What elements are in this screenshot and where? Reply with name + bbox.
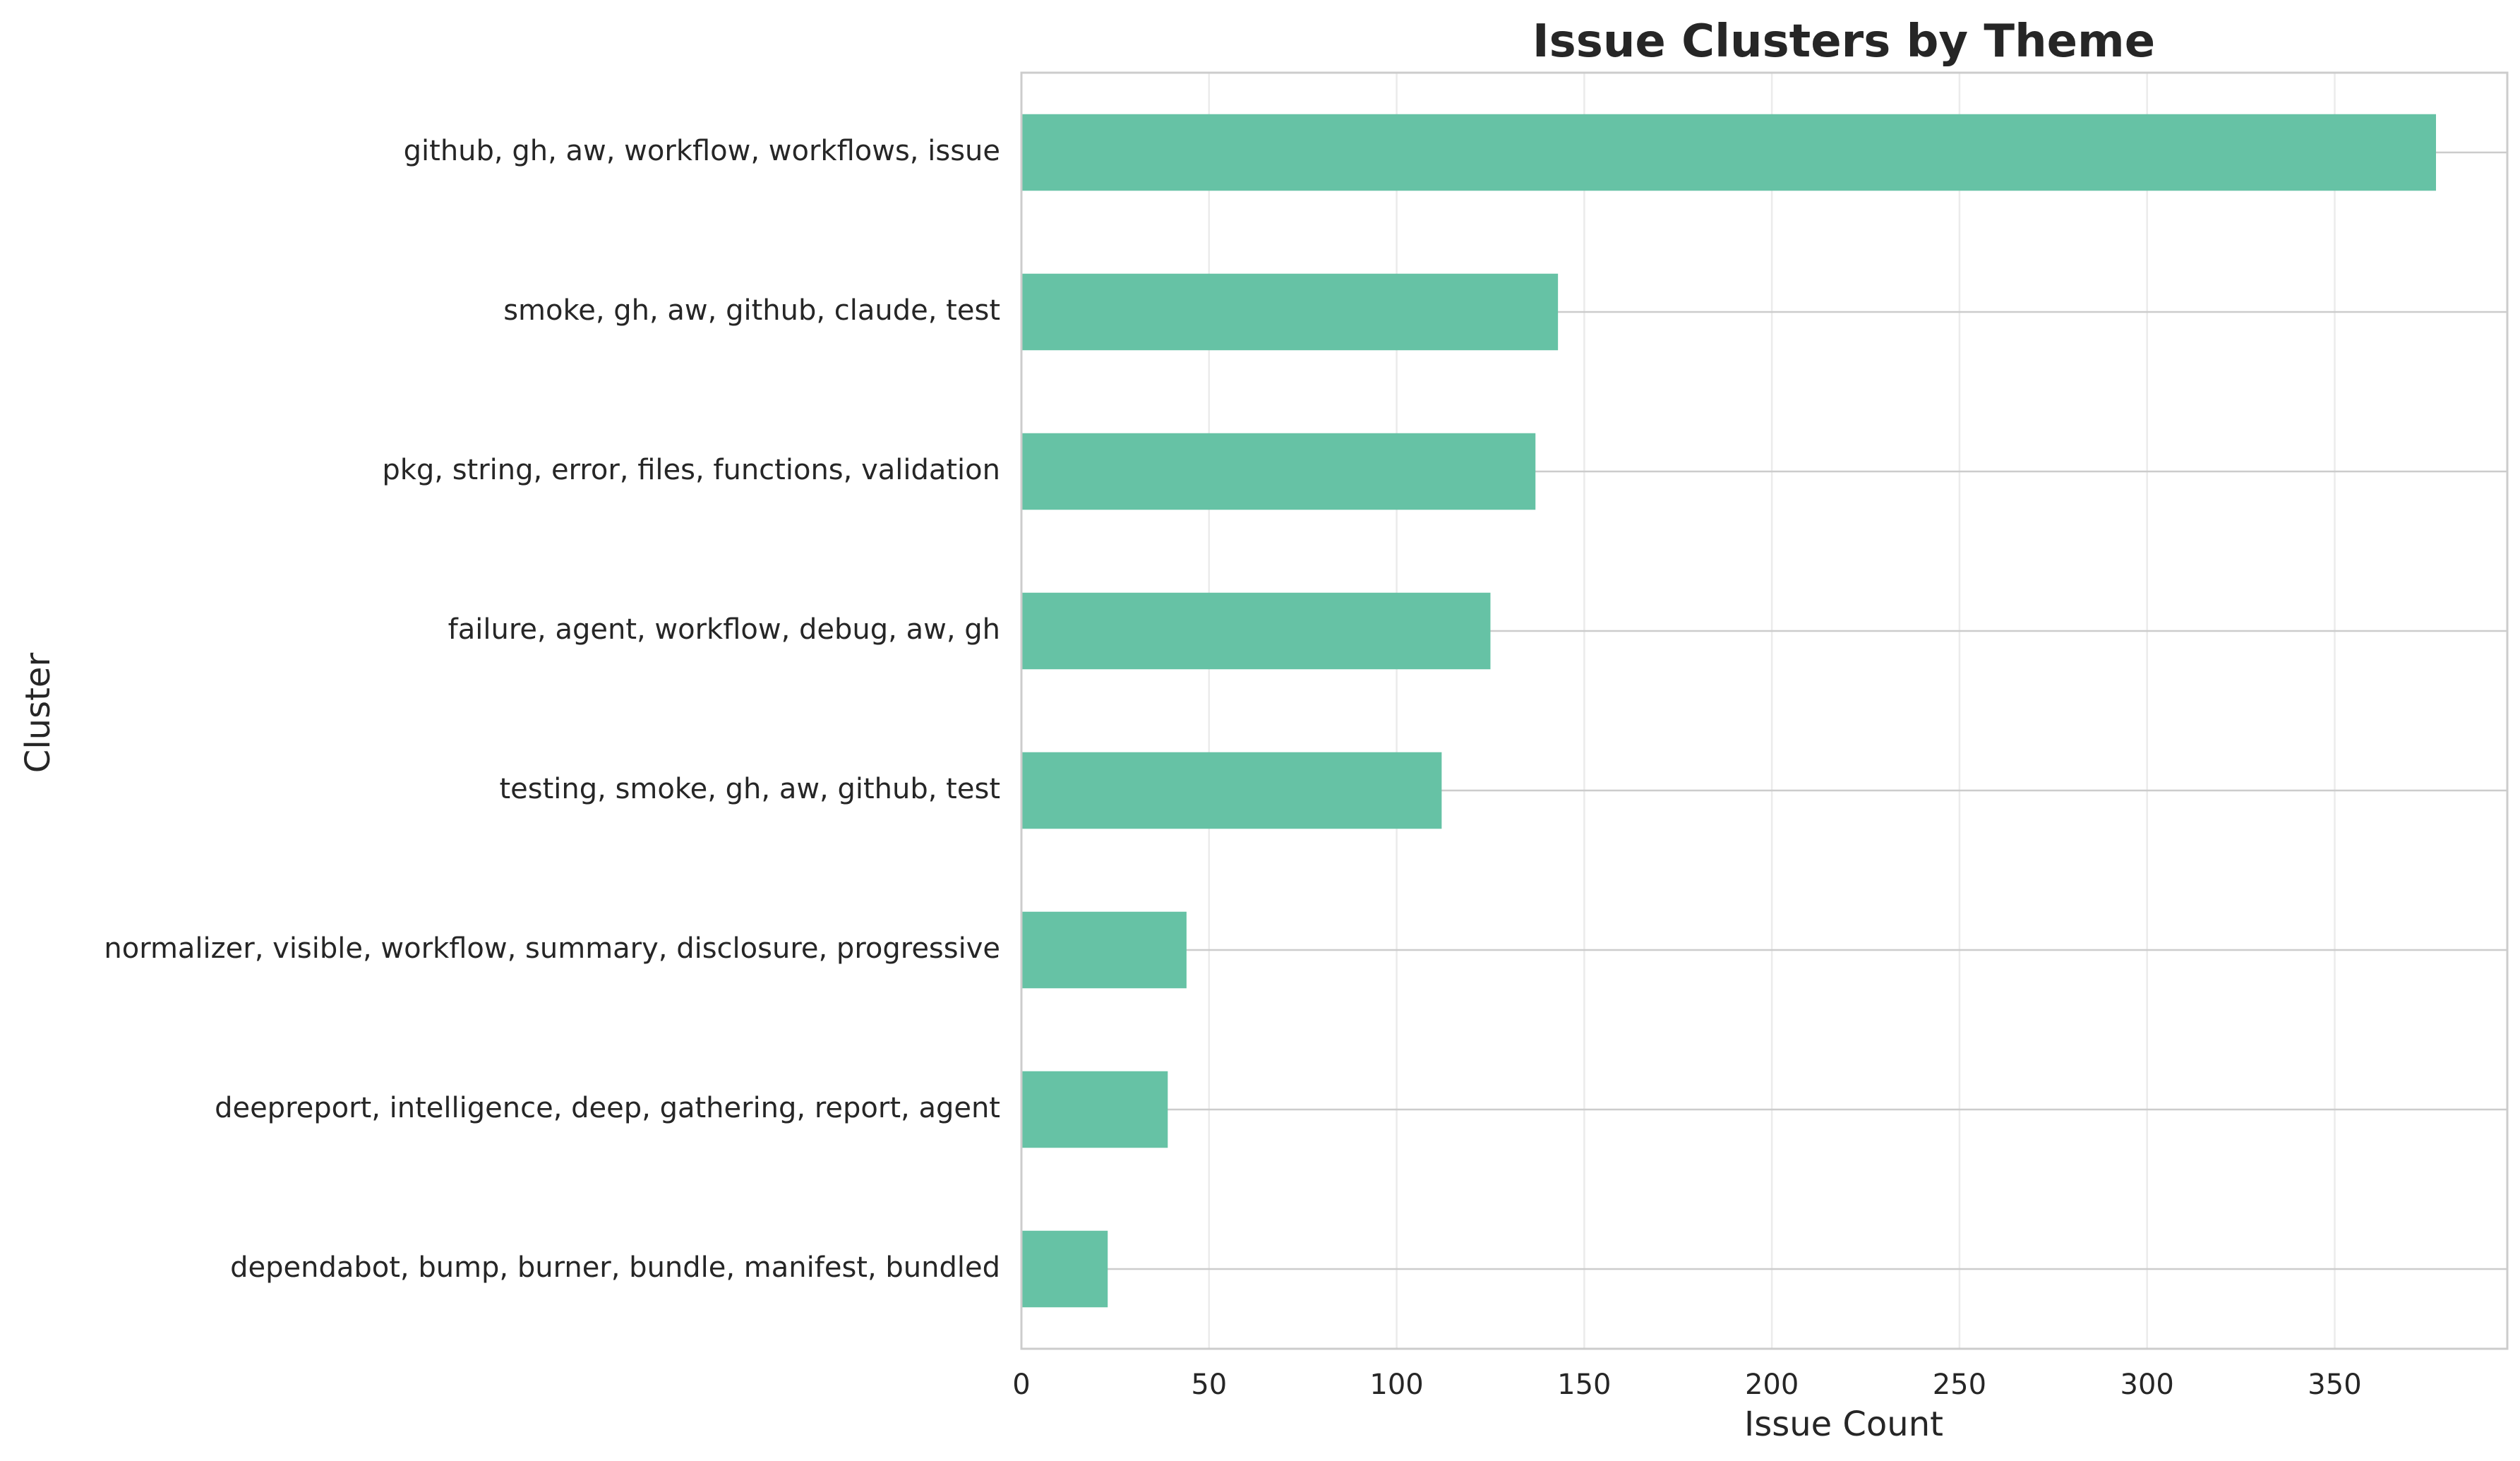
bar-6 — [1021, 1071, 1168, 1148]
x-tick-label: 100 — [1369, 1369, 1423, 1401]
y-axis-label: Cluster — [18, 653, 58, 774]
x-tick-label: 350 — [2308, 1369, 2361, 1401]
chart-title: Issue Clusters by Theme — [1532, 16, 2155, 68]
category-label: github, gh, aw, workflow, workflows, iss… — [404, 135, 1000, 167]
category-label: pkg, string, error, files, functions, va… — [382, 454, 1000, 486]
x-tick-label: 0 — [1012, 1369, 1030, 1401]
bar-7 — [1021, 1230, 1108, 1308]
bar-2 — [1021, 433, 1536, 510]
category-label: deepreport, intelligence, deep, gatherin… — [215, 1092, 1000, 1124]
x-tick-label: 200 — [1745, 1369, 1799, 1401]
x-tick-label: 250 — [1933, 1369, 1986, 1401]
plot-frame — [1020, 71, 2509, 1350]
x-tick-label: 300 — [2120, 1369, 2174, 1401]
bar-3 — [1021, 592, 1491, 670]
category-label: smoke, gh, aw, github, claude, test — [503, 294, 1000, 327]
category-label: dependabot, bump, burner, bundle, manife… — [230, 1251, 1000, 1284]
x-tick-label: 150 — [1557, 1369, 1611, 1401]
x-tick-label: 50 — [1191, 1369, 1227, 1401]
bar-1 — [1021, 273, 1559, 351]
bar-5 — [1021, 911, 1187, 989]
category-label: normalizer, visible, workflow, summary, … — [104, 932, 1000, 965]
bar-4 — [1021, 752, 1442, 829]
category-label: failure, agent, workflow, debug, aw, gh — [448, 613, 1000, 646]
bar-0 — [1021, 114, 2437, 191]
category-label: testing, smoke, gh, aw, github, test — [499, 773, 1000, 805]
x-axis-label: Issue Count — [1744, 1405, 1943, 1444]
